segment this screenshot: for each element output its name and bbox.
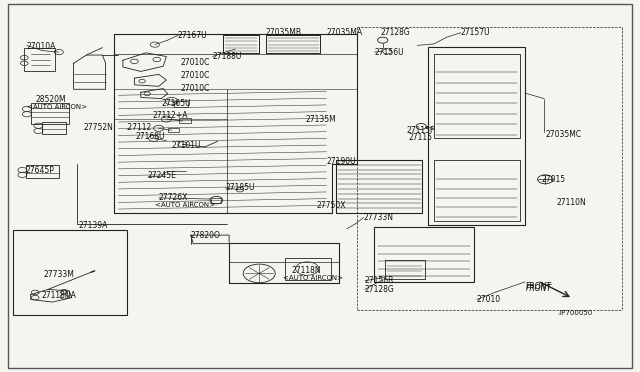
Bar	[385, 260, 425, 279]
Text: 27115: 27115	[408, 133, 433, 142]
Text: 27645P: 27645P	[26, 166, 54, 175]
Text: 27035MC: 27035MC	[545, 130, 581, 139]
Bar	[13, 230, 127, 315]
Bar	[31, 103, 69, 124]
Text: 27726X: 27726X	[159, 193, 188, 202]
Text: 27010C: 27010C	[180, 84, 210, 93]
Bar	[26, 165, 59, 178]
Text: <AUTO AIRCON>: <AUTO AIRCON>	[283, 275, 343, 281]
Text: 27118NA: 27118NA	[42, 291, 76, 300]
Text: 27185U: 27185U	[225, 183, 255, 192]
Text: 27733M: 27733M	[44, 270, 74, 279]
Bar	[179, 118, 191, 123]
Text: 27128G: 27128G	[365, 285, 394, 294]
Text: 27190U: 27190U	[326, 157, 356, 166]
Text: <AUTO AIRCON>: <AUTO AIRCON>	[155, 202, 215, 208]
Text: 27010: 27010	[477, 295, 501, 304]
Text: 27188U: 27188U	[212, 52, 242, 61]
Text: 27139A: 27139A	[78, 221, 108, 230]
Text: .27112: .27112	[125, 123, 152, 132]
Text: 27245E: 27245E	[147, 171, 176, 180]
Text: FRONT: FRONT	[525, 282, 551, 291]
Bar	[174, 101, 188, 107]
Text: 27010A: 27010A	[27, 42, 56, 51]
Text: 27015: 27015	[541, 175, 566, 184]
Text: 27010C: 27010C	[180, 71, 210, 80]
Text: <AUTO AIRCON>: <AUTO AIRCON>	[27, 104, 87, 110]
Text: .IP700050: .IP700050	[557, 310, 592, 316]
Text: 27156R: 27156R	[365, 276, 394, 285]
Text: 27156U: 27156U	[374, 48, 404, 57]
Text: 27035MA: 27035MA	[326, 28, 362, 37]
Text: 27112+A: 27112+A	[152, 111, 188, 120]
Bar	[428, 47, 525, 225]
Text: 27165U: 27165U	[161, 99, 191, 108]
Text: 27118N: 27118N	[291, 266, 321, 275]
Text: 27115F: 27115F	[406, 126, 435, 135]
Text: FRONT: FRONT	[526, 284, 552, 293]
Bar	[168, 128, 179, 132]
Text: 27168U: 27168U	[136, 132, 165, 141]
Bar	[285, 258, 331, 280]
Text: 27101U: 27101U	[172, 141, 201, 150]
Text: 28520M: 28520M	[35, 95, 66, 104]
Bar	[42, 122, 66, 134]
Text: 27752N: 27752N	[83, 123, 113, 132]
Text: 27167U: 27167U	[178, 31, 207, 40]
Text: 27010C: 27010C	[180, 58, 210, 67]
Bar	[24, 48, 55, 71]
Text: 27750X: 27750X	[317, 201, 346, 210]
Text: 27128G: 27128G	[380, 28, 410, 37]
Text: 27110N: 27110N	[557, 198, 586, 207]
Text: 27035MB: 27035MB	[266, 28, 301, 37]
Bar	[434, 54, 520, 138]
Text: 27820O: 27820O	[191, 231, 221, 240]
Text: 27157U: 27157U	[461, 28, 490, 37]
Text: 27135M: 27135M	[306, 115, 337, 124]
Bar	[434, 160, 520, 221]
Text: 27733N: 27733N	[364, 213, 394, 222]
Bar	[211, 198, 221, 203]
Bar	[374, 227, 474, 282]
